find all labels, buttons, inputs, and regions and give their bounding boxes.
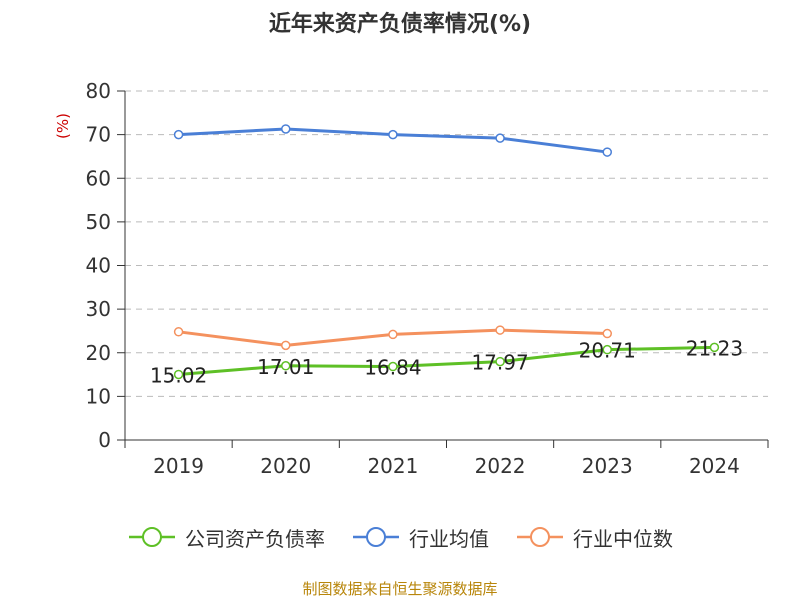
x-tick-label: 2021 — [367, 454, 418, 478]
chart-title: 近年来资产负债率情况(%) — [268, 12, 532, 37]
data-point — [602, 147, 612, 157]
data-point — [602, 328, 612, 339]
legend-label: 行业中位数 — [573, 526, 673, 551]
data-point — [281, 340, 291, 351]
y-axis-label: (%) — [54, 113, 72, 139]
data-source-note: 制图数据来自恒生聚源数据库 — [302, 580, 498, 598]
y-tick-label: 80 — [86, 79, 111, 103]
legend-item[interactable]: 行业均值 — [351, 523, 489, 552]
legend-marker-icon — [353, 527, 399, 547]
legend-marker-icon — [129, 527, 175, 547]
data-label: 17.01 — [257, 355, 314, 379]
data-point — [495, 133, 505, 143]
data-point — [388, 329, 398, 340]
y-tick-label: 50 — [86, 210, 111, 234]
data-label: 16.84 — [364, 356, 421, 380]
legend-item[interactable]: 行业中位数 — [515, 523, 673, 552]
legend-label: 公司资产负债率 — [185, 526, 325, 551]
y-tick-label: 0 — [98, 428, 111, 452]
y-tick-label: 70 — [86, 123, 111, 147]
data-label: 20.71 — [579, 339, 636, 363]
x-tick-label: 2020 — [260, 454, 311, 478]
y-tick-label: 60 — [86, 166, 111, 190]
data-point — [173, 369, 184, 380]
x-tick-label: 2022 — [475, 454, 526, 478]
y-tick-label: 30 — [86, 297, 111, 321]
legend-item[interactable]: 公司资产负债率 — [127, 523, 325, 552]
data-point — [388, 129, 398, 140]
data-label: 15.02 — [150, 363, 207, 387]
data-point — [709, 342, 720, 353]
data-point — [388, 361, 398, 372]
x-tick-label: 2024 — [689, 454, 740, 478]
data-label: 21.23 — [686, 336, 743, 360]
data-point — [495, 356, 505, 367]
legend-label: 行业均值 — [409, 526, 489, 551]
data-point — [281, 361, 291, 371]
data-point — [173, 129, 184, 140]
x-tick-label: 2019 — [153, 454, 204, 478]
legend-marker-icon — [517, 527, 563, 547]
data-point — [173, 327, 184, 337]
y-tick-label: 10 — [86, 384, 111, 408]
data-point — [281, 124, 291, 134]
chart-legend: 公司资产负债率 行业均值 行业中位数 — [0, 520, 800, 554]
data-label: 17.97 — [471, 351, 528, 375]
x-tick-label: 2023 — [582, 454, 633, 478]
series-line-0 — [178, 345, 715, 376]
data-point — [602, 344, 612, 355]
y-tick-label: 20 — [86, 341, 111, 365]
data-point — [495, 325, 505, 335]
y-tick-label: 40 — [86, 254, 111, 278]
